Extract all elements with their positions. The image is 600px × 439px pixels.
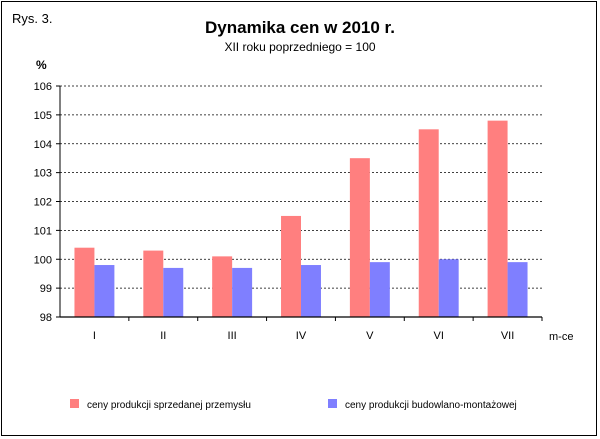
y-axis-label: % — [36, 58, 47, 72]
bar-construction — [232, 267, 253, 317]
legend-swatch — [328, 399, 337, 408]
bar-construction — [163, 267, 184, 317]
legend-swatch — [70, 399, 79, 408]
x-tick-label: VI — [434, 330, 444, 342]
y-tick-label: 103 — [34, 168, 52, 180]
axes — [59, 86, 542, 318]
y-tick-label: 99 — [40, 283, 52, 295]
bar-construction — [369, 262, 390, 317]
x-tick-label: VII — [501, 330, 514, 342]
bar-construction — [507, 262, 528, 317]
y-tick-label: 101 — [34, 225, 52, 237]
x-tick-label: III — [228, 330, 237, 342]
bar-industry — [143, 250, 164, 317]
bar-industry — [281, 215, 301, 317]
chart-title: Dynamika cen w 2010 r. — [205, 18, 395, 37]
y-tick-label: 104 — [34, 139, 52, 151]
bar-industry — [487, 120, 508, 318]
bar-industry — [212, 256, 233, 317]
legend-label: ceny produkcji budowlano-montażowej — [345, 400, 517, 411]
legend: ceny produkcji sprzedanej przemysłu ceny … — [70, 399, 517, 411]
y-tick-label: 106 — [34, 81, 52, 93]
bar-construction — [438, 259, 459, 317]
figure-label: Rys. 3. — [12, 11, 53, 26]
bars — [74, 120, 528, 318]
y-tick-label: 98 — [40, 312, 52, 324]
x-tick-label: I — [93, 330, 96, 342]
chart-subtitle: XII roku poprzedniego = 100 — [224, 40, 376, 54]
y-tick-label: 100 — [34, 254, 52, 266]
x-tick-label: II — [160, 330, 166, 342]
bar-construction — [301, 265, 321, 317]
legend-label: ceny produkcji sprzedanej przemysłu — [87, 400, 251, 411]
bar-industry — [418, 129, 439, 317]
bar-industry — [349, 158, 370, 317]
bar-construction — [94, 265, 115, 317]
x-tick-label: IV — [296, 330, 307, 342]
y-tick-label: 102 — [34, 197, 52, 209]
x-axis-label: m-ce — [549, 331, 573, 343]
y-tick-label: 105 — [34, 110, 52, 122]
bar-industry — [74, 247, 95, 317]
x-tick-label: V — [366, 330, 374, 342]
